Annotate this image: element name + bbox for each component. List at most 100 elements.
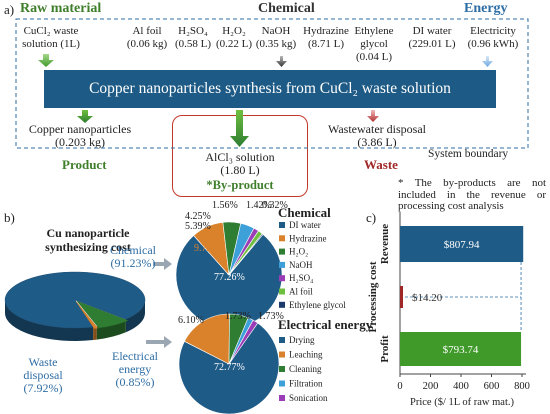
main-pie-side-2-0 (93, 326, 97, 341)
chemical-legend-label-5: Al foil (289, 287, 313, 297)
energy-pie-slice-0 (178, 322, 280, 414)
energy-pie-label-0: 72.77% (214, 362, 245, 373)
chemical-legend-swatch-3 (279, 261, 285, 268)
chemical-pie-label-5: 1.42% (246, 200, 272, 211)
x-axis-label: Price ($/ 1L of raw mat.) (410, 397, 514, 408)
energy-legend-swatch-0 (279, 337, 285, 343)
energy-legend-label-1: Leaching (289, 350, 323, 360)
cost-title: Cu nanoparticle synthesizing cost (45, 226, 131, 254)
arrow-to-energy (146, 336, 172, 348)
chemical-pie: 77.26% 9.79% 5.39%4.25%1.56% 1.42%0.32% (175, 200, 288, 329)
energy-header: Energy (464, 1, 508, 16)
arrow-chemical (276, 56, 287, 67)
energy-pie-label-3: 1.73% (225, 311, 251, 322)
byproduct-note: * The by-products are not included in th… (398, 177, 546, 212)
input-naoh: NaOH (0.35 kg) (255, 25, 297, 50)
waste-label: Waste (364, 157, 398, 172)
main-pie-side-0-0 (5, 300, 94, 341)
x-tick-label-4: 800 (514, 381, 530, 392)
output-alcl3-solution: AlCl₃ solution (1.80 L) (205, 150, 275, 177)
energy-pie-label-4: 1.73% (258, 311, 284, 322)
chemical-legend-swatch-5 (279, 288, 285, 295)
arrow-raw (38, 54, 54, 67)
input-di-water: DI water (229.01 L) (408, 25, 456, 50)
bar-2 (400, 332, 522, 366)
byproduct-label: *By-product (206, 178, 274, 192)
input-hydrazine: Hydrazine (8.71 L) (303, 25, 349, 50)
chemical-legend-label-6: Ethylene glycol (289, 300, 346, 310)
chemical-pie-label-0: 77.26% (214, 272, 245, 283)
chemical-legend-label-4: H₂SO₄ (289, 273, 313, 283)
input-h2o2: H₂O₂ (0.22 L) (215, 25, 253, 50)
bar-value-label-2: $793.74 (443, 344, 479, 356)
energy-pie-label-1: 17.67% (194, 330, 225, 341)
energy-legend-swatch-3 (279, 380, 285, 387)
main-pie-waste-label: Waste disposal (7.92%) (23, 355, 63, 395)
main-pie-slice-2 (75, 301, 99, 329)
x-tick-label-1: 200 (423, 381, 439, 392)
chemical-pie-slice-6 (228, 233, 264, 276)
chemical-pie-label-6: 0.32% (262, 200, 288, 211)
energy-pie-title: Electrical energy (278, 317, 373, 332)
main-pie (4, 271, 146, 341)
input-al-foil: Al foil (0.06 kg) (126, 25, 168, 50)
arrow-energy (482, 56, 493, 67)
chemical-legend-swatch-6 (279, 301, 285, 308)
chemical-legend-swatch-1 (279, 235, 285, 242)
process-bar: Copper nanoparticles synthesis from CuCl… (44, 70, 496, 108)
system-boundary-label: System boundary (428, 148, 509, 160)
bar-1 (400, 286, 403, 308)
chemical-legend: DI water Hydrazine H₂O₂ NaOH H₂SO₄ Al foil Eth… (279, 220, 346, 310)
energy-legend-label-3: Filtration (289, 379, 323, 389)
chemical-legend-label-1: Hydrazine (289, 233, 326, 243)
panel-c-label: c) (366, 210, 377, 225)
input-ethylene-glycol: Ethylene glycol (0.04 L) (354, 25, 394, 63)
input-cucl2: CuCl₂ waste solution (1L) (22, 25, 80, 50)
chemical-pie-label-3: 4.25% (185, 211, 211, 222)
arrow-product (77, 110, 93, 123)
chemical-pie-label-1: 9.79% (194, 243, 220, 254)
category-label-1: Processing cost (367, 261, 379, 332)
chemical-legend-label-3: NaOH (289, 260, 313, 270)
chemical-legend-label-0: DI water (289, 220, 321, 230)
panel-b-label: b) (4, 210, 15, 225)
x-tick-label-2: 400 (453, 381, 469, 392)
chemical-legend-label-2: H₂O₂ (289, 247, 308, 257)
energy-legend-label-0: Drying (289, 335, 315, 345)
chemical-legend-swatch-0 (279, 222, 285, 228)
raw-material-header: Raw material (20, 1, 102, 16)
input-h2so4: H₂SO₄ (0.58 L) (174, 25, 212, 50)
bar-value-label-1: $14.20 (412, 292, 443, 304)
system-boundary (15, 18, 529, 149)
energy-legend-swatch-4 (279, 395, 285, 401)
chemical-legend-swatch-2 (279, 248, 285, 255)
chemical-pie-label-2: 5.39% (185, 221, 211, 232)
output-wastewater: Wastewater disposal (3.86 L) (327, 122, 426, 149)
main-pie-slice-1 (76, 300, 129, 329)
chemical-pie-title: Chemical (278, 205, 331, 220)
main-pie-chemical-label: Chemical (91.23%) (110, 243, 156, 270)
energy-pie-slice-1 (184, 313, 230, 365)
energy-legend-swatch-2 (279, 366, 285, 372)
chemical-legend-swatch-4 (279, 275, 285, 282)
energy-legend-label-4: Sonication (289, 393, 328, 403)
arrow-to-chemical (153, 258, 172, 270)
main-pie-side-0-1 (125, 300, 145, 333)
arrow-byproduct (230, 110, 249, 147)
x-tick-label-0: 0 (397, 381, 402, 392)
arrow-waste (367, 110, 379, 122)
category-label-2: Profit (379, 335, 391, 363)
chemical-header: Chemical (258, 1, 315, 16)
main-pie-slice-0 (4, 271, 146, 329)
bar-0 (400, 226, 524, 262)
energy-pie: 72.77% 17.67% 6.10% 1.73% 1.73% (178, 311, 284, 414)
bar-value-label-0: $807.94 (444, 239, 480, 251)
energy-pie-slice-4 (228, 319, 259, 365)
category-label-0: Revenue (379, 224, 391, 264)
energy-legend-label-2: Cleaning (289, 364, 322, 374)
energy-pie-label-2: 6.10% (178, 315, 204, 326)
x-tick-label-3: 600 (484, 381, 500, 392)
main-pie-energy-label: Electrical energy (0.85%) (112, 349, 158, 389)
